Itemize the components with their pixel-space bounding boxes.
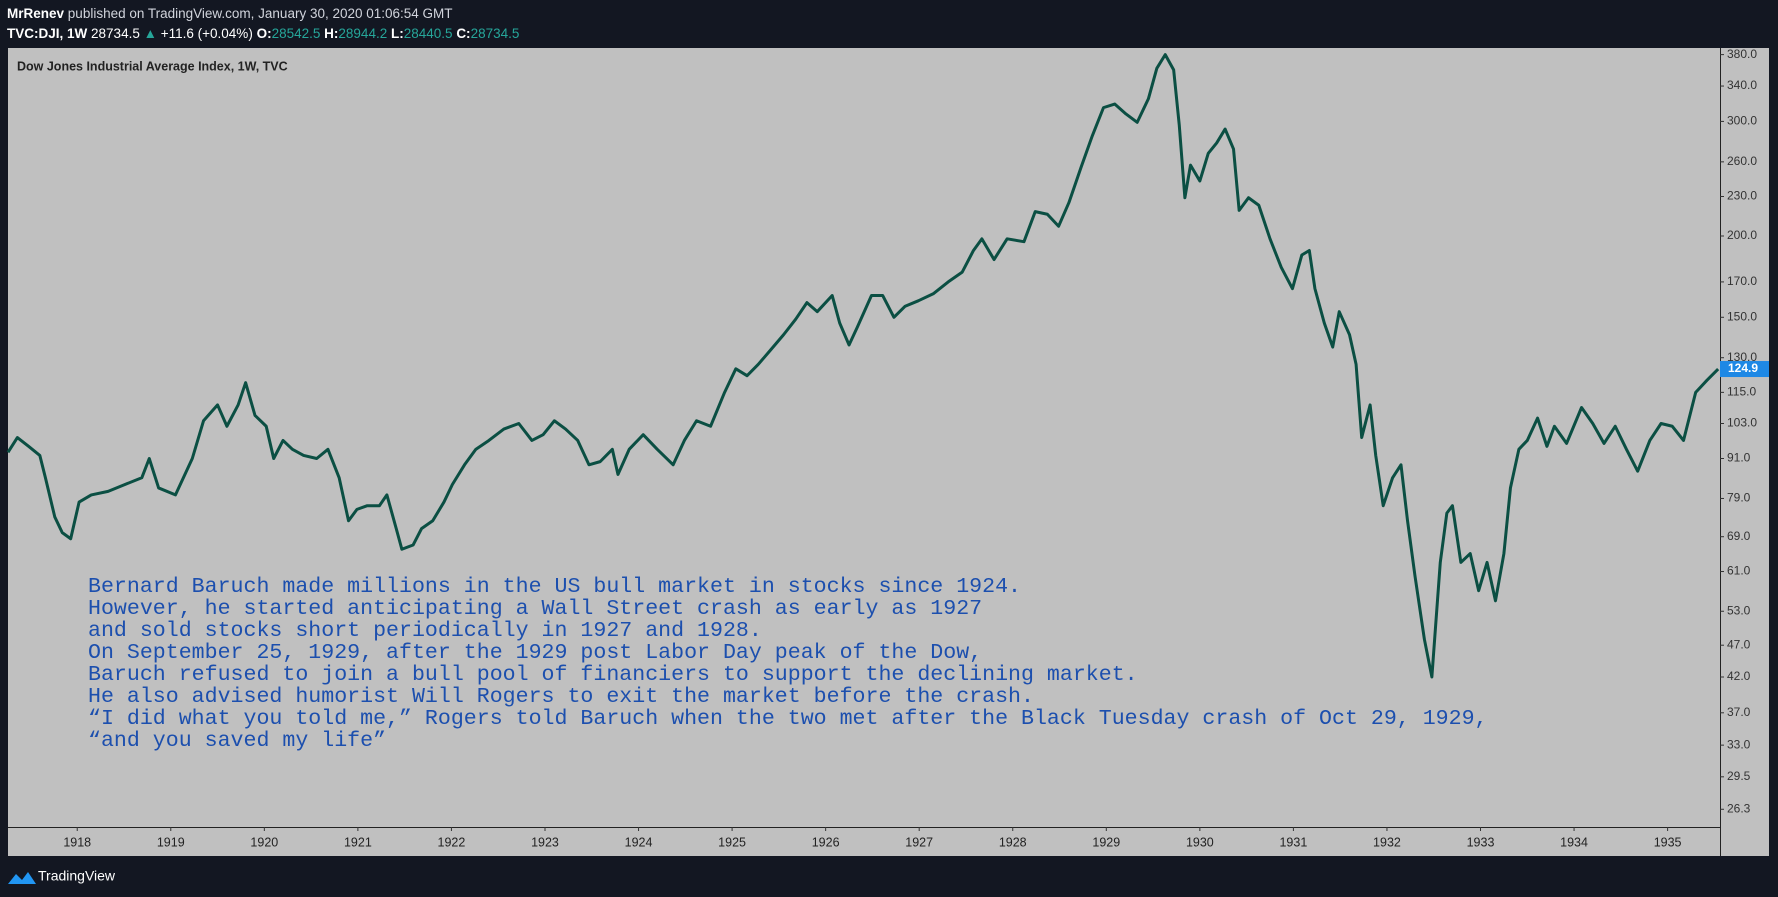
y-tick-label: 53.0 (1727, 603, 1751, 617)
x-tick-label: 1935 (1654, 835, 1682, 849)
x-tick-label: 1924 (625, 835, 653, 849)
symbol: TVC:DJI, 1W (7, 26, 88, 41)
brand-logo: TradingView (8, 868, 116, 884)
y-tick-label: 380.0 (1727, 47, 1757, 61)
high: 28944.2 (338, 26, 387, 41)
x-tick-label: 1930 (1186, 835, 1214, 849)
x-tick-label: 1927 (905, 835, 933, 849)
change: +11.6 (+0.04%) (161, 26, 253, 41)
open-label: O: (257, 26, 272, 41)
logo-icon (8, 872, 36, 884)
brand: TradingView (38, 868, 116, 884)
annotation-line: and sold stocks short periodically in 19… (88, 619, 762, 643)
y-tick-label: 115.0 (1727, 385, 1756, 399)
low-label: L: (391, 26, 404, 41)
x-tick-label: 1920 (250, 835, 278, 849)
x-tick-label: 1921 (344, 835, 372, 849)
annotation-line: On September 25, 1929, after the 1929 po… (88, 641, 982, 665)
low: 28440.5 (404, 26, 453, 41)
last-price-tag (1720, 361, 1769, 378)
author: MrRenev (7, 6, 65, 21)
annotation-line: He also advised humorist Will Rogers to … (88, 685, 1034, 709)
symbol-line: TVC:DJI, 1W 28734.5 ▲ +11.6 (+0.04%) O:2… (7, 26, 519, 41)
x-tick-label: 1934 (1560, 835, 1588, 849)
annotation-line: Baruch refused to join a bull pool of fi… (88, 663, 1138, 687)
y-tick-label: 170.0 (1727, 274, 1757, 288)
y-tick-label: 230.0 (1727, 189, 1757, 203)
y-tick-label: 29.5 (1727, 769, 1751, 783)
annotation-line: “and you saved my life” (88, 729, 386, 753)
y-tick-label: 69.0 (1727, 529, 1751, 543)
y-tick-label: 260.0 (1727, 154, 1757, 168)
y-tick-label: 300.0 (1727, 114, 1757, 128)
arrow: ▲ (144, 26, 157, 41)
y-tick-label: 42.0 (1727, 669, 1751, 683)
annotation-line: However, he started anticipating a Wall … (88, 597, 982, 621)
chart-panel (8, 48, 1769, 856)
price: 28734.5 (91, 26, 140, 41)
price-line (6, 53, 1720, 679)
y-tick-label: 37.0 (1727, 705, 1751, 719)
y-tick-label: 340.0 (1727, 78, 1757, 92)
y-tick-label: 200.0 (1727, 228, 1757, 242)
x-tick-label: 1926 (812, 835, 840, 849)
last-price-label: 124.9 (1728, 361, 1758, 375)
x-tick-label: 1931 (1279, 835, 1307, 849)
x-tick-label: 1922 (438, 835, 466, 849)
header-line: MrRenev published on TradingView.com, Ja… (7, 6, 453, 21)
x-tick-label: 1919 (157, 835, 185, 849)
y-tick-label: 150.0 (1727, 309, 1757, 323)
x-tick-label: 1925 (718, 835, 746, 849)
close-label: C: (456, 26, 470, 41)
y-tick-label: 33.0 (1727, 737, 1751, 751)
y-tick-label: 130.0 (1727, 350, 1757, 364)
chart-title: Dow Jones Industrial Average Index, 1W, … (17, 59, 288, 73)
open: 28542.5 (272, 26, 321, 41)
x-tick-label: 1932 (1373, 835, 1401, 849)
y-tick-label: 61.0 (1727, 564, 1751, 578)
x-tick-label: 1918 (63, 835, 91, 849)
y-tick-label: 91.0 (1727, 451, 1751, 465)
high-label: H: (324, 26, 338, 41)
published: published on TradingView.com, January 30… (68, 6, 453, 21)
y-tick-label: 26.3 (1727, 801, 1751, 815)
x-tick-label: 1923 (531, 835, 559, 849)
x-tick-label: 1928 (999, 835, 1027, 849)
x-tick-label: 1933 (1467, 835, 1495, 849)
annotation-line: Bernard Baruch made millions in the US b… (88, 575, 1021, 599)
annotation-line: “I did what you told me,” Rogers told Ba… (88, 707, 1488, 731)
close: 28734.5 (471, 26, 520, 41)
y-tick-label: 47.0 (1727, 637, 1751, 651)
x-tick-label: 1929 (1092, 835, 1120, 849)
y-tick-label: 79.0 (1727, 491, 1751, 505)
y-tick-label: 103.0 (1727, 416, 1757, 430)
